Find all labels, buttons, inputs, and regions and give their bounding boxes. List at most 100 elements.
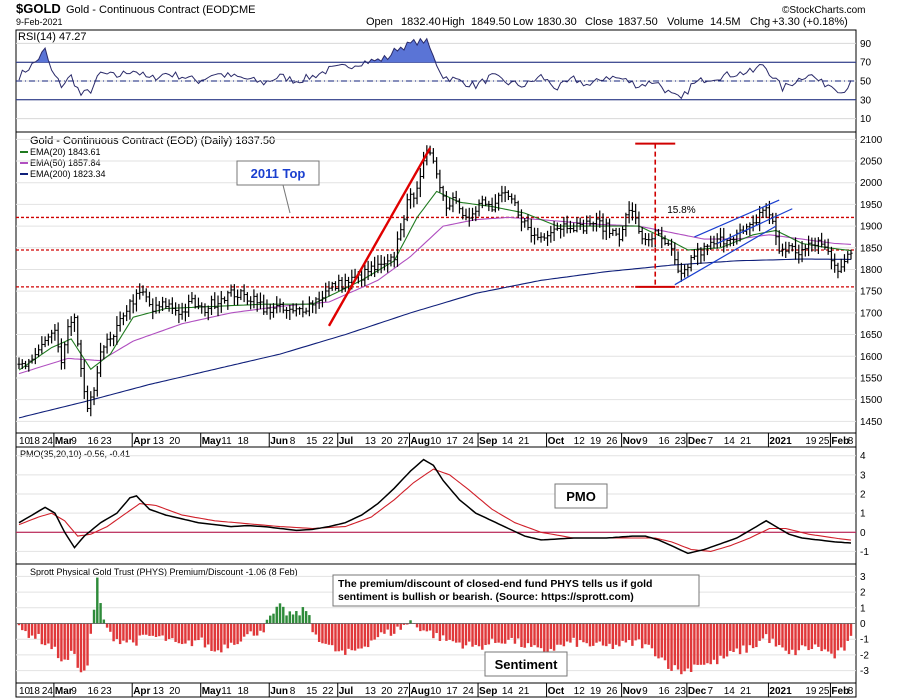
sentiment-bar [229,623,233,643]
x-axis-label-top: Apr [133,436,150,447]
x-axis-label-bottom: Aug [411,686,430,697]
sentiment-bar [409,620,412,624]
range-marker-label: 15.8% [667,205,695,216]
x-axis-label-top: 19 [590,436,602,447]
sentiment-bar [663,623,667,661]
x-axis-label-bottom: Jul [339,686,354,697]
pmo-layer [16,458,856,555]
x-axis-label-top: 18 [238,436,250,447]
sentiment-bar [337,623,340,652]
sentiment-bar [611,623,615,649]
sentiment-bar [530,623,533,647]
price-bar [839,258,843,274]
price-bar [317,291,321,309]
price-bar [493,194,497,213]
sentiment-label: Sprott Physical Gold Trust (PHYS) Premiu… [30,567,298,577]
sentiment-bar [477,623,481,647]
sentiment-bar [849,623,853,636]
sentiment-tick-label: -3 [860,666,869,677]
price-bar [297,306,302,315]
x-axis-label-bottom: 7 [707,686,713,697]
x-axis-label-bottom: 17 [446,686,458,697]
x-axis-label-top: 18 [29,436,41,447]
price-tick-label: 1850 [860,243,883,254]
sentiment-bar [693,623,696,665]
sentiment-bar [344,623,347,655]
x-axis-label-bottom: Jun [270,686,288,697]
pmo-panel [15,446,857,565]
price-bar [27,358,31,372]
price-bar [480,195,484,209]
rsi-line [18,37,852,100]
price-bar [314,297,318,314]
sentiment-bar [820,623,823,652]
sentiment-bar [654,623,657,657]
price-bar [438,169,442,193]
sentiment-bar [269,615,272,624]
sentiment-bar [680,623,683,675]
price-bar [340,276,344,293]
price-bar [836,262,840,279]
pmo-line [18,458,852,555]
x-axis-label-bottom: May [202,686,222,697]
x-axis-label-bottom: 9 [642,686,648,697]
price-bar [669,238,674,256]
sentiment-bar [755,623,758,648]
sentiment-bar [448,623,451,640]
price-bar [461,206,465,220]
sentiment-bar [481,623,484,650]
price-bar [568,220,573,234]
sentiment-bar [536,623,539,648]
sentiment-bar [441,623,445,636]
price-bar [229,284,233,297]
channel-mid-trendline [716,208,793,245]
sentiment-bar [520,623,523,648]
sentiment-bar [787,623,791,655]
sentiment-bar [285,615,288,624]
price-bar [281,301,285,314]
sentiment-bar [461,623,464,649]
x-axis-label-top: 12 [574,436,586,447]
rsi-layer [16,37,856,101]
sentiment-bar [627,623,631,641]
sentiment-bar [171,623,174,639]
sentiment-bar [373,623,376,640]
sentiment-bar [503,623,507,644]
sentiment-bar [454,623,458,643]
sentiment-bar [843,623,846,651]
price-bar [89,391,93,417]
price-bar [457,198,462,214]
price-bar [164,297,168,309]
price-bar [588,215,592,227]
sentiment-bar [304,611,308,624]
sentiment-bar [618,623,621,647]
sentiment-bar [435,623,438,634]
price-bar [523,217,527,228]
price-bar [333,281,338,291]
sentiment-bar [154,623,158,637]
sentiment-bar [109,623,112,632]
price-bar [125,305,129,322]
price-bar [128,299,132,320]
price-bar [102,345,106,360]
sentiment-bar [601,623,605,646]
price-bar [490,197,494,212]
sentiment-bar [784,623,787,651]
price-bar [187,294,191,317]
x-axis-label-bottom: 21 [518,686,530,697]
sentiment-bar [200,623,203,638]
price-bar [774,212,778,246]
price-bar [777,230,781,254]
price-bar [647,233,651,247]
x-axis-label-bottom: 14 [724,686,736,697]
sentiment-tick-label: 0 [860,619,866,630]
price-bar [63,342,67,370]
x-axis-label-top: 13 [365,436,377,447]
sentiment-bar [353,623,357,651]
sentiment-bar [105,623,109,628]
sentiment-bar [89,623,93,634]
sentiment-bar [24,623,27,632]
sentiment-bar [634,623,637,641]
price-tick-label: 1800 [860,265,883,276]
price-bar [650,233,654,248]
